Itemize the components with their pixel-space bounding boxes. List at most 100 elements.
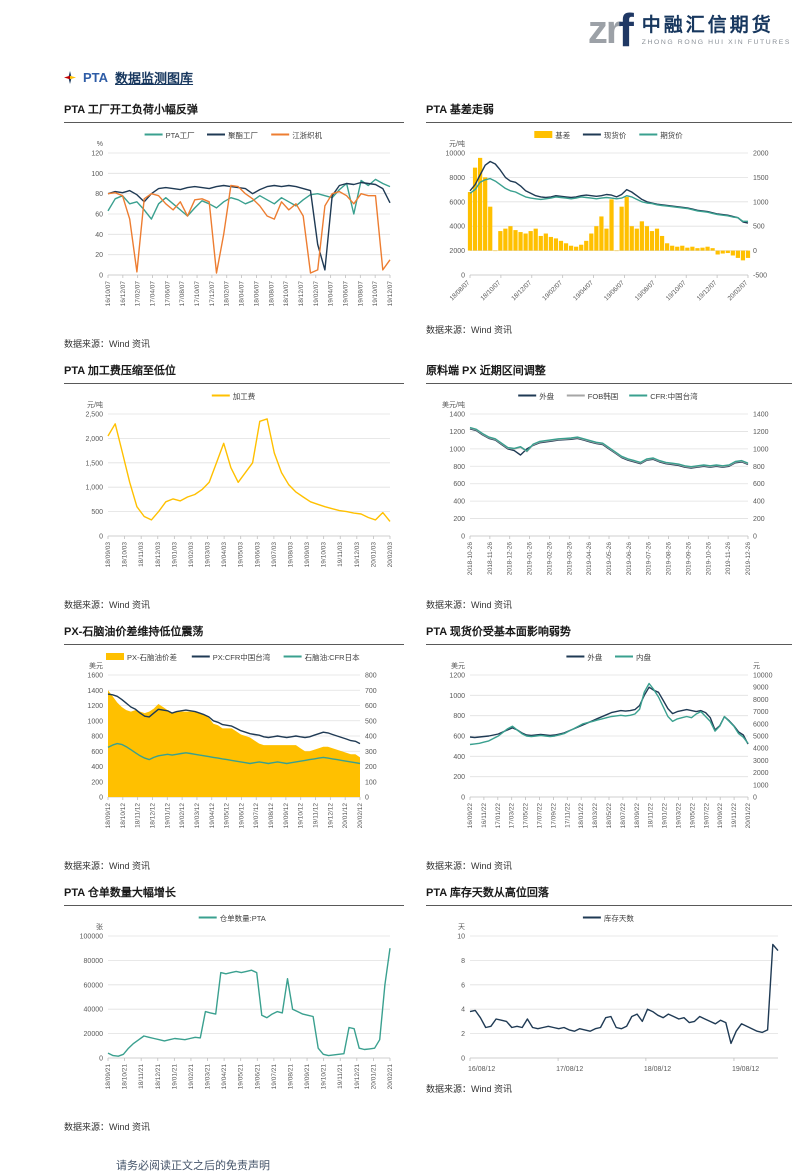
svg-text:石脑油:CFR日本: 石脑油:CFR日本 — [305, 652, 360, 662]
svg-text:1200: 1200 — [753, 429, 769, 436]
svg-text:17/10/07: 17/10/07 — [194, 281, 201, 307]
svg-text:40000: 40000 — [84, 1007, 104, 1014]
svg-text:18/11/21: 18/11/21 — [138, 1064, 145, 1089]
svg-text:17/11/22: 17/11/22 — [564, 803, 571, 828]
svg-text:19/09/03: 19/09/03 — [304, 542, 311, 568]
svg-text:18/11/12: 18/11/12 — [135, 803, 142, 828]
svg-text:19/05/12: 19/05/12 — [224, 803, 231, 829]
chart-title: PTA 基差走弱 — [426, 104, 494, 116]
svg-text:17/09/22: 17/09/22 — [550, 803, 557, 829]
chart-title: PTA 工厂开工负荷小幅反弹 — [64, 104, 198, 116]
svg-text:4000: 4000 — [753, 746, 769, 753]
chart-title: PTA 现货价受基本面影响弱势 — [426, 626, 571, 638]
svg-text:18/09/03: 18/09/03 — [105, 542, 112, 568]
svg-text:1000: 1000 — [449, 446, 465, 453]
svg-text:8: 8 — [461, 958, 465, 965]
svg-text:PX:CFR中国台湾: PX:CFR中国台湾 — [213, 652, 271, 662]
svg-text:300: 300 — [365, 749, 377, 756]
svg-text:19/10/12: 19/10/12 — [298, 803, 305, 829]
svg-text:仓单数量:PTA: 仓单数量:PTA — [220, 913, 266, 923]
svg-text:19/10/07: 19/10/07 — [665, 279, 688, 302]
svg-text:19/02/03: 19/02/03 — [188, 542, 195, 568]
svg-text:20/01/21: 20/01/21 — [370, 1064, 377, 1090]
data-source: 数据来源：Wind 资讯 — [64, 339, 151, 349]
section-marker-icon — [64, 71, 76, 84]
svg-text:6000: 6000 — [753, 721, 769, 728]
svg-text:80000: 80000 — [84, 958, 104, 965]
section-title: 数据监测图库 — [115, 71, 194, 86]
svg-text:9000: 9000 — [753, 685, 769, 692]
svg-text:18/09/21: 18/09/21 — [105, 1064, 112, 1090]
chart-canvas: 2,500 2,000 1,500 1,000 500 0 元/吨 18/09/03 18/10… — [64, 386, 404, 596]
title-divider — [64, 383, 404, 384]
title-divider — [426, 644, 792, 645]
svg-text:0: 0 — [99, 534, 103, 541]
svg-text:19/08/12: 19/08/12 — [268, 803, 275, 829]
svg-text:18/08/07: 18/08/07 — [268, 281, 275, 307]
chart-block-px-naphtha-spread: PX-石脑油价差维持低位震荡 1600 1400 1200 1000 800 600 400… — [64, 619, 404, 872]
svg-text:19/01/22: 19/01/22 — [662, 803, 669, 829]
svg-text:2000: 2000 — [753, 770, 769, 777]
svg-text:600: 600 — [365, 703, 377, 710]
svg-text:2019-11-26: 2019-11-26 — [725, 542, 732, 575]
svg-text:10: 10 — [457, 934, 465, 941]
svg-text:19/12/07: 19/12/07 — [387, 281, 394, 307]
svg-text:19/02/07: 19/02/07 — [541, 279, 564, 302]
svg-text:19/01/03: 19/01/03 — [171, 542, 178, 568]
chart-canvas: 10 8 6 4 2 0 天 16/08/12 17/08/12 18/08/12 19/08/12… — [426, 908, 792, 1080]
svg-text:18/01/22: 18/01/22 — [578, 803, 585, 829]
svg-text:4: 4 — [461, 1007, 465, 1014]
svg-text:2018-12-26: 2018-12-26 — [507, 542, 514, 576]
svg-text:外盘: 外盘 — [587, 652, 602, 662]
svg-text:2,000: 2,000 — [85, 436, 103, 443]
svg-text:16/09/22: 16/09/22 — [467, 803, 474, 829]
disclaimer-note: 请务必阅读正文之后的免责声明 — [116, 1160, 270, 1172]
svg-text:19/06/03: 19/06/03 — [254, 542, 261, 568]
svg-text:0: 0 — [99, 1056, 103, 1063]
svg-text:120: 120 — [91, 151, 103, 158]
svg-text:0: 0 — [461, 1056, 465, 1063]
data-source: 数据来源：Wind 资讯 — [426, 600, 513, 610]
svg-text:3000: 3000 — [753, 758, 769, 765]
svg-text:19/09/12: 19/09/12 — [283, 803, 290, 829]
svg-text:张: 张 — [96, 922, 103, 931]
svg-text:17/12/07: 17/12/07 — [209, 281, 216, 307]
svg-text:400: 400 — [91, 764, 103, 771]
svg-text:18/07/22: 18/07/22 — [620, 803, 627, 829]
svg-text:2019-09-26: 2019-09-26 — [685, 542, 692, 576]
svg-text:19/12/07: 19/12/07 — [696, 279, 719, 302]
svg-text:19/12/03: 19/12/03 — [354, 542, 361, 568]
chart-canvas: 120 100 80 60 40 20 0% 16/10/07 16/12/07 17/02/07… — [64, 125, 404, 335]
svg-text:18/12/12: 18/12/12 — [149, 803, 156, 829]
svg-text:16/11/22: 16/11/22 — [481, 803, 488, 828]
svg-text:2000: 2000 — [753, 151, 769, 158]
svg-text:17/03/22: 17/03/22 — [509, 803, 516, 829]
svg-text:19/04/21: 19/04/21 — [221, 1064, 228, 1090]
svg-text:700: 700 — [365, 688, 377, 695]
svg-text:1,000: 1,000 — [85, 485, 103, 492]
chart-canvas: 1400 1200 1000 800 600 400 200 0 1400 1200 1000 800… — [426, 386, 792, 596]
title-divider — [426, 122, 792, 123]
svg-text:18/10/21: 18/10/21 — [122, 1064, 129, 1090]
chart-grid: PTA 工厂开工负荷小幅反弹 120 100 80 60 40 20 0% 16/10/07 1… — [64, 97, 793, 1141]
svg-text:2019-12-26: 2019-12-26 — [745, 542, 752, 576]
svg-text:19/04/07: 19/04/07 — [572, 279, 595, 302]
svg-text:基差: 基差 — [555, 130, 570, 140]
svg-text:1000: 1000 — [753, 446, 769, 453]
svg-text:20/01/22: 20/01/22 — [745, 803, 752, 829]
svg-text:19/08/12: 19/08/12 — [732, 1066, 759, 1073]
svg-text:19/03/22: 19/03/22 — [676, 803, 683, 829]
svg-text:2000: 2000 — [449, 248, 465, 255]
svg-text:18/03/22: 18/03/22 — [592, 803, 599, 829]
chart-block-pta-basis: PTA 基差走弱 10000 8000 6000 4000 2000 0 2000 1500 1… — [426, 97, 792, 350]
svg-text:19/04/12: 19/04/12 — [209, 803, 216, 829]
svg-text:%: % — [97, 141, 103, 148]
svg-text:PTA工厂: PTA工厂 — [166, 131, 196, 140]
svg-text:5000: 5000 — [753, 734, 769, 741]
svg-text:200: 200 — [753, 516, 765, 523]
svg-text:10000: 10000 — [446, 151, 466, 158]
svg-text:19/06/07: 19/06/07 — [603, 279, 626, 302]
svg-text:0: 0 — [461, 534, 465, 541]
svg-text:20/02/21: 20/02/21 — [387, 1064, 394, 1090]
